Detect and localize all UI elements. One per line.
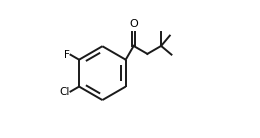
Text: F: F (63, 50, 69, 60)
Text: Cl: Cl (59, 87, 69, 97)
Text: O: O (129, 19, 138, 29)
